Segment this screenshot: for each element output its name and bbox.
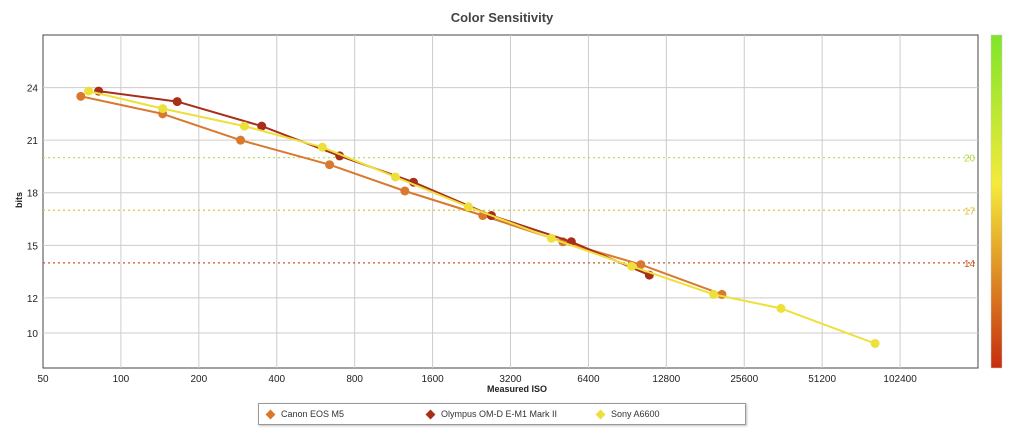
x-tick-label: 3200 — [499, 374, 522, 385]
y-tick-label: 21 — [27, 136, 39, 147]
data-point[interactable] — [627, 261, 637, 271]
legend-label-olympus: Olympus OM-D E-M1 Mark II — [441, 409, 558, 419]
series-group — [76, 86, 880, 348]
reference-line-label: 17 — [964, 206, 976, 217]
x-tick-label: 400 — [268, 374, 285, 385]
y-axis-ticks: 10 12 15 18 21 24 — [27, 84, 39, 340]
legend-item-sony[interactable]: Sony A6600 — [595, 409, 737, 419]
x-tick-label: 6400 — [577, 374, 600, 385]
legend: Canon EOS M5 Olympus OM-D E-M1 Mark II S… — [258, 403, 746, 425]
x-tick-label: 800 — [346, 374, 363, 385]
legend-swatch-sony — [595, 409, 606, 419]
y-tick-label: 15 — [27, 241, 39, 252]
x-tick-label: 102400 — [883, 374, 917, 385]
data-point[interactable] — [76, 91, 86, 101]
y-tick-label: 10 — [27, 329, 39, 340]
data-point[interactable] — [390, 172, 400, 182]
x-tick-label: 50 — [37, 374, 49, 385]
data-point[interactable] — [400, 186, 410, 196]
data-point[interactable] — [84, 86, 94, 96]
data-point[interactable] — [546, 233, 556, 243]
x-tick-label: 51200 — [808, 374, 836, 385]
data-point[interactable] — [709, 289, 719, 299]
data-point[interactable] — [325, 160, 335, 170]
data-point[interactable] — [236, 135, 246, 145]
x-tick-label: 12800 — [652, 374, 680, 385]
data-point[interactable] — [776, 303, 786, 313]
x-tick-label: 25600 — [730, 374, 758, 385]
legend-label-canon: Canon EOS M5 — [281, 409, 345, 419]
chart-title: Color Sensitivity — [451, 10, 554, 25]
x-tick-label: 1600 — [421, 374, 444, 385]
data-point[interactable] — [239, 121, 249, 131]
legend-item-olympus[interactable]: Olympus OM-D E-M1 Mark II — [425, 409, 597, 419]
data-point[interactable] — [636, 260, 646, 270]
series-canon-eos-m5 — [76, 91, 727, 299]
y-axis-label: bits — [14, 192, 24, 208]
grid-lines — [43, 35, 978, 368]
x-axis-label: Measured ISO — [487, 384, 547, 394]
x-tick-label: 100 — [113, 374, 130, 385]
data-point[interactable] — [257, 121, 267, 131]
data-point[interactable] — [870, 338, 880, 348]
y-tick-label: 24 — [27, 84, 39, 95]
reference-lines: 20 17 14 — [43, 154, 978, 270]
y-tick-label: 12 — [27, 294, 39, 305]
x-tick-label: 200 — [190, 374, 207, 385]
reference-line-label: 14 — [964, 259, 976, 270]
series-sony-a6600 — [84, 86, 880, 348]
reference-line-label: 20 — [964, 154, 976, 165]
data-point[interactable] — [158, 104, 168, 114]
legend-item-canon[interactable]: Canon EOS M5 — [259, 409, 427, 419]
data-point[interactable] — [317, 142, 327, 152]
legend-label-sony: Sony A6600 — [611, 409, 660, 419]
x-axis-ticks: 50 100 200 400 800 1600 3200 6400 12800 25600 5120… — [37, 374, 917, 385]
data-point[interactable] — [172, 97, 182, 107]
legend-swatch-olympus — [425, 409, 436, 419]
data-point[interactable] — [463, 202, 473, 212]
legend-swatch-canon — [265, 409, 276, 419]
y-tick-label: 18 — [27, 189, 39, 200]
color-scale-bar — [990, 34, 1003, 369]
